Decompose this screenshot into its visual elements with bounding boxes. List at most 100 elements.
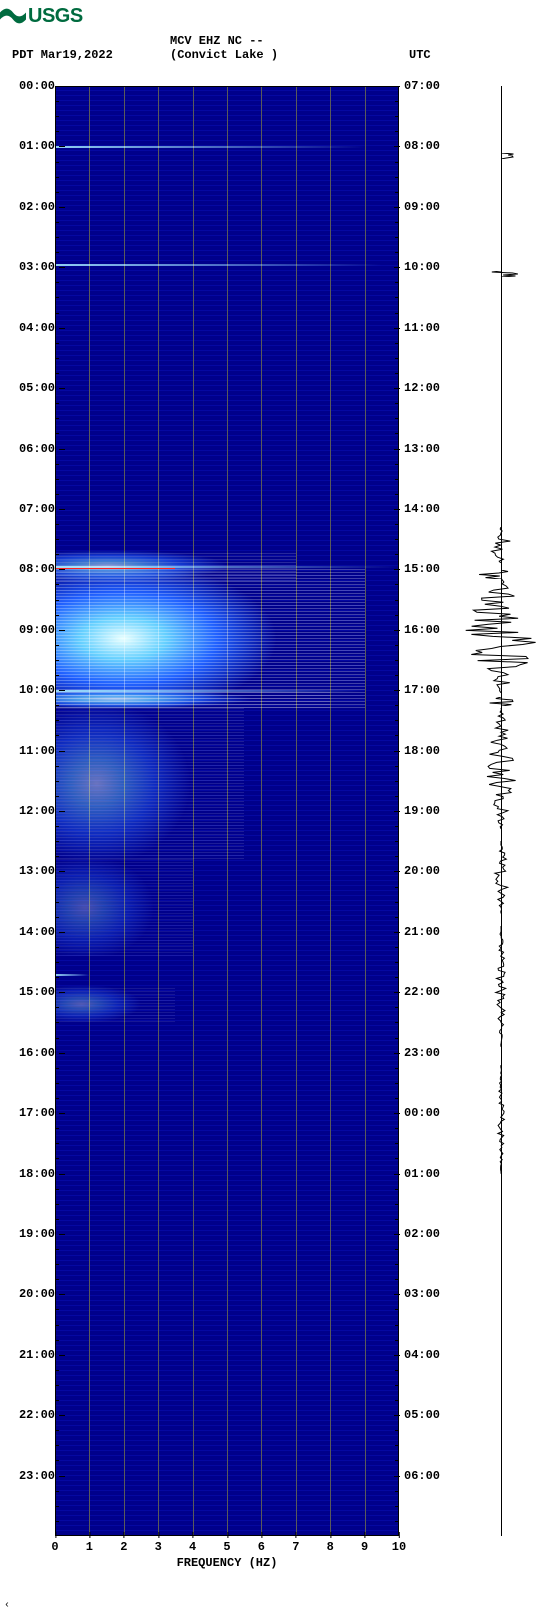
minor-tick	[55, 735, 59, 736]
minor-tick	[55, 101, 59, 102]
spectral-band	[55, 859, 193, 956]
spectrogram-plot	[55, 86, 399, 1536]
minor-tick	[395, 962, 399, 963]
minor-tick	[395, 720, 399, 721]
y-tick-left: 05:00	[10, 381, 55, 395]
minor-tick	[395, 1128, 399, 1129]
gridline	[330, 86, 331, 1536]
minor-tick	[55, 675, 59, 676]
x-tick: 3	[155, 1540, 162, 1554]
minor-tick	[395, 1506, 399, 1507]
minor-tick	[55, 1385, 59, 1386]
minor-tick	[395, 826, 399, 827]
y-tick-right: 09:00	[404, 200, 440, 214]
y-tick-right: 14:00	[404, 502, 440, 516]
y-tick-left: 22:00	[10, 1408, 55, 1422]
minor-tick	[395, 252, 399, 253]
y-tick-left: 15:00	[10, 985, 55, 999]
minor-tick	[395, 1340, 399, 1341]
minor-tick	[55, 177, 59, 178]
minor-tick	[55, 131, 59, 132]
minor-tick	[395, 1022, 399, 1023]
minor-tick	[395, 1189, 399, 1190]
minor-tick	[55, 660, 59, 661]
minor-tick	[395, 1400, 399, 1401]
minor-tick	[395, 856, 399, 857]
minor-tick	[395, 297, 399, 298]
minor-tick	[395, 1445, 399, 1446]
waveform-panel	[455, 86, 547, 1536]
waveform-burst	[455, 146, 547, 152]
wave-axis-line	[501, 86, 502, 1536]
y-tick-right: 23:00	[404, 1046, 440, 1060]
minor-tick	[55, 796, 59, 797]
minor-tick	[55, 1007, 59, 1008]
minor-tick	[55, 1068, 59, 1069]
minor-tick	[395, 539, 399, 540]
minor-tick	[395, 418, 399, 419]
minor-tick	[55, 237, 59, 238]
minor-tick	[395, 554, 399, 555]
minor-tick	[55, 358, 59, 359]
waveform-burst	[455, 693, 547, 702]
y-tick-right: 01:00	[404, 1167, 440, 1181]
minor-tick	[395, 1068, 399, 1069]
gridline	[261, 86, 262, 1536]
minor-tick	[395, 313, 399, 314]
y-tick-right: 11:00	[404, 321, 440, 335]
minor-tick	[55, 947, 59, 948]
minor-tick	[395, 766, 399, 767]
minor-tick	[395, 600, 399, 601]
minor-tick	[55, 600, 59, 601]
header-site: (Convict Lake )	[170, 48, 278, 62]
y-tick-right: 03:00	[404, 1287, 440, 1301]
minor-tick	[55, 962, 59, 963]
minor-tick	[55, 116, 59, 117]
y-tick-left: 12:00	[10, 804, 55, 818]
y-tick-right: 02:00	[404, 1227, 440, 1241]
minor-tick	[55, 494, 59, 495]
minor-tick	[55, 1506, 59, 1507]
minor-tick	[395, 479, 399, 480]
spectral-band	[55, 708, 244, 859]
y-tick-left: 20:00	[10, 1287, 55, 1301]
minor-tick	[55, 720, 59, 721]
y-tick-right: 18:00	[404, 744, 440, 758]
minor-tick	[395, 101, 399, 102]
minor-tick	[55, 1309, 59, 1310]
y-tick-left: 13:00	[10, 864, 55, 878]
x-tick: 2	[120, 1540, 127, 1554]
minor-tick	[55, 524, 59, 525]
minor-tick	[395, 584, 399, 585]
x-axis-label: FREQUENCY (HZ)	[0, 1556, 454, 1570]
x-tick: 5	[223, 1540, 230, 1554]
minor-tick	[55, 1083, 59, 1084]
minor-tick	[395, 237, 399, 238]
minor-tick	[55, 343, 59, 344]
minor-tick	[395, 796, 399, 797]
x-tick: 9	[361, 1540, 368, 1554]
y-tick-left: 08:00	[10, 562, 55, 576]
minor-tick	[55, 584, 59, 585]
minor-tick	[395, 1143, 399, 1144]
y-tick-left: 16:00	[10, 1046, 55, 1060]
spectral-streak	[55, 264, 382, 266]
minor-tick	[395, 403, 399, 404]
minor-tick	[55, 433, 59, 434]
y-tick-right: 10:00	[404, 260, 440, 274]
minor-tick	[55, 841, 59, 842]
minor-tick	[55, 282, 59, 283]
x-tick: 10	[392, 1540, 406, 1554]
minor-tick	[395, 131, 399, 132]
header-station: MCV EHZ NC --	[170, 34, 264, 48]
minor-tick	[55, 1430, 59, 1431]
minor-tick	[395, 947, 399, 948]
minor-tick	[395, 192, 399, 193]
minor-tick	[395, 1370, 399, 1371]
minor-tick	[395, 887, 399, 888]
minor-tick	[55, 1460, 59, 1461]
minor-tick	[395, 433, 399, 434]
minor-tick	[55, 1143, 59, 1144]
y-tick-left: 17:00	[10, 1106, 55, 1120]
minor-tick	[55, 403, 59, 404]
